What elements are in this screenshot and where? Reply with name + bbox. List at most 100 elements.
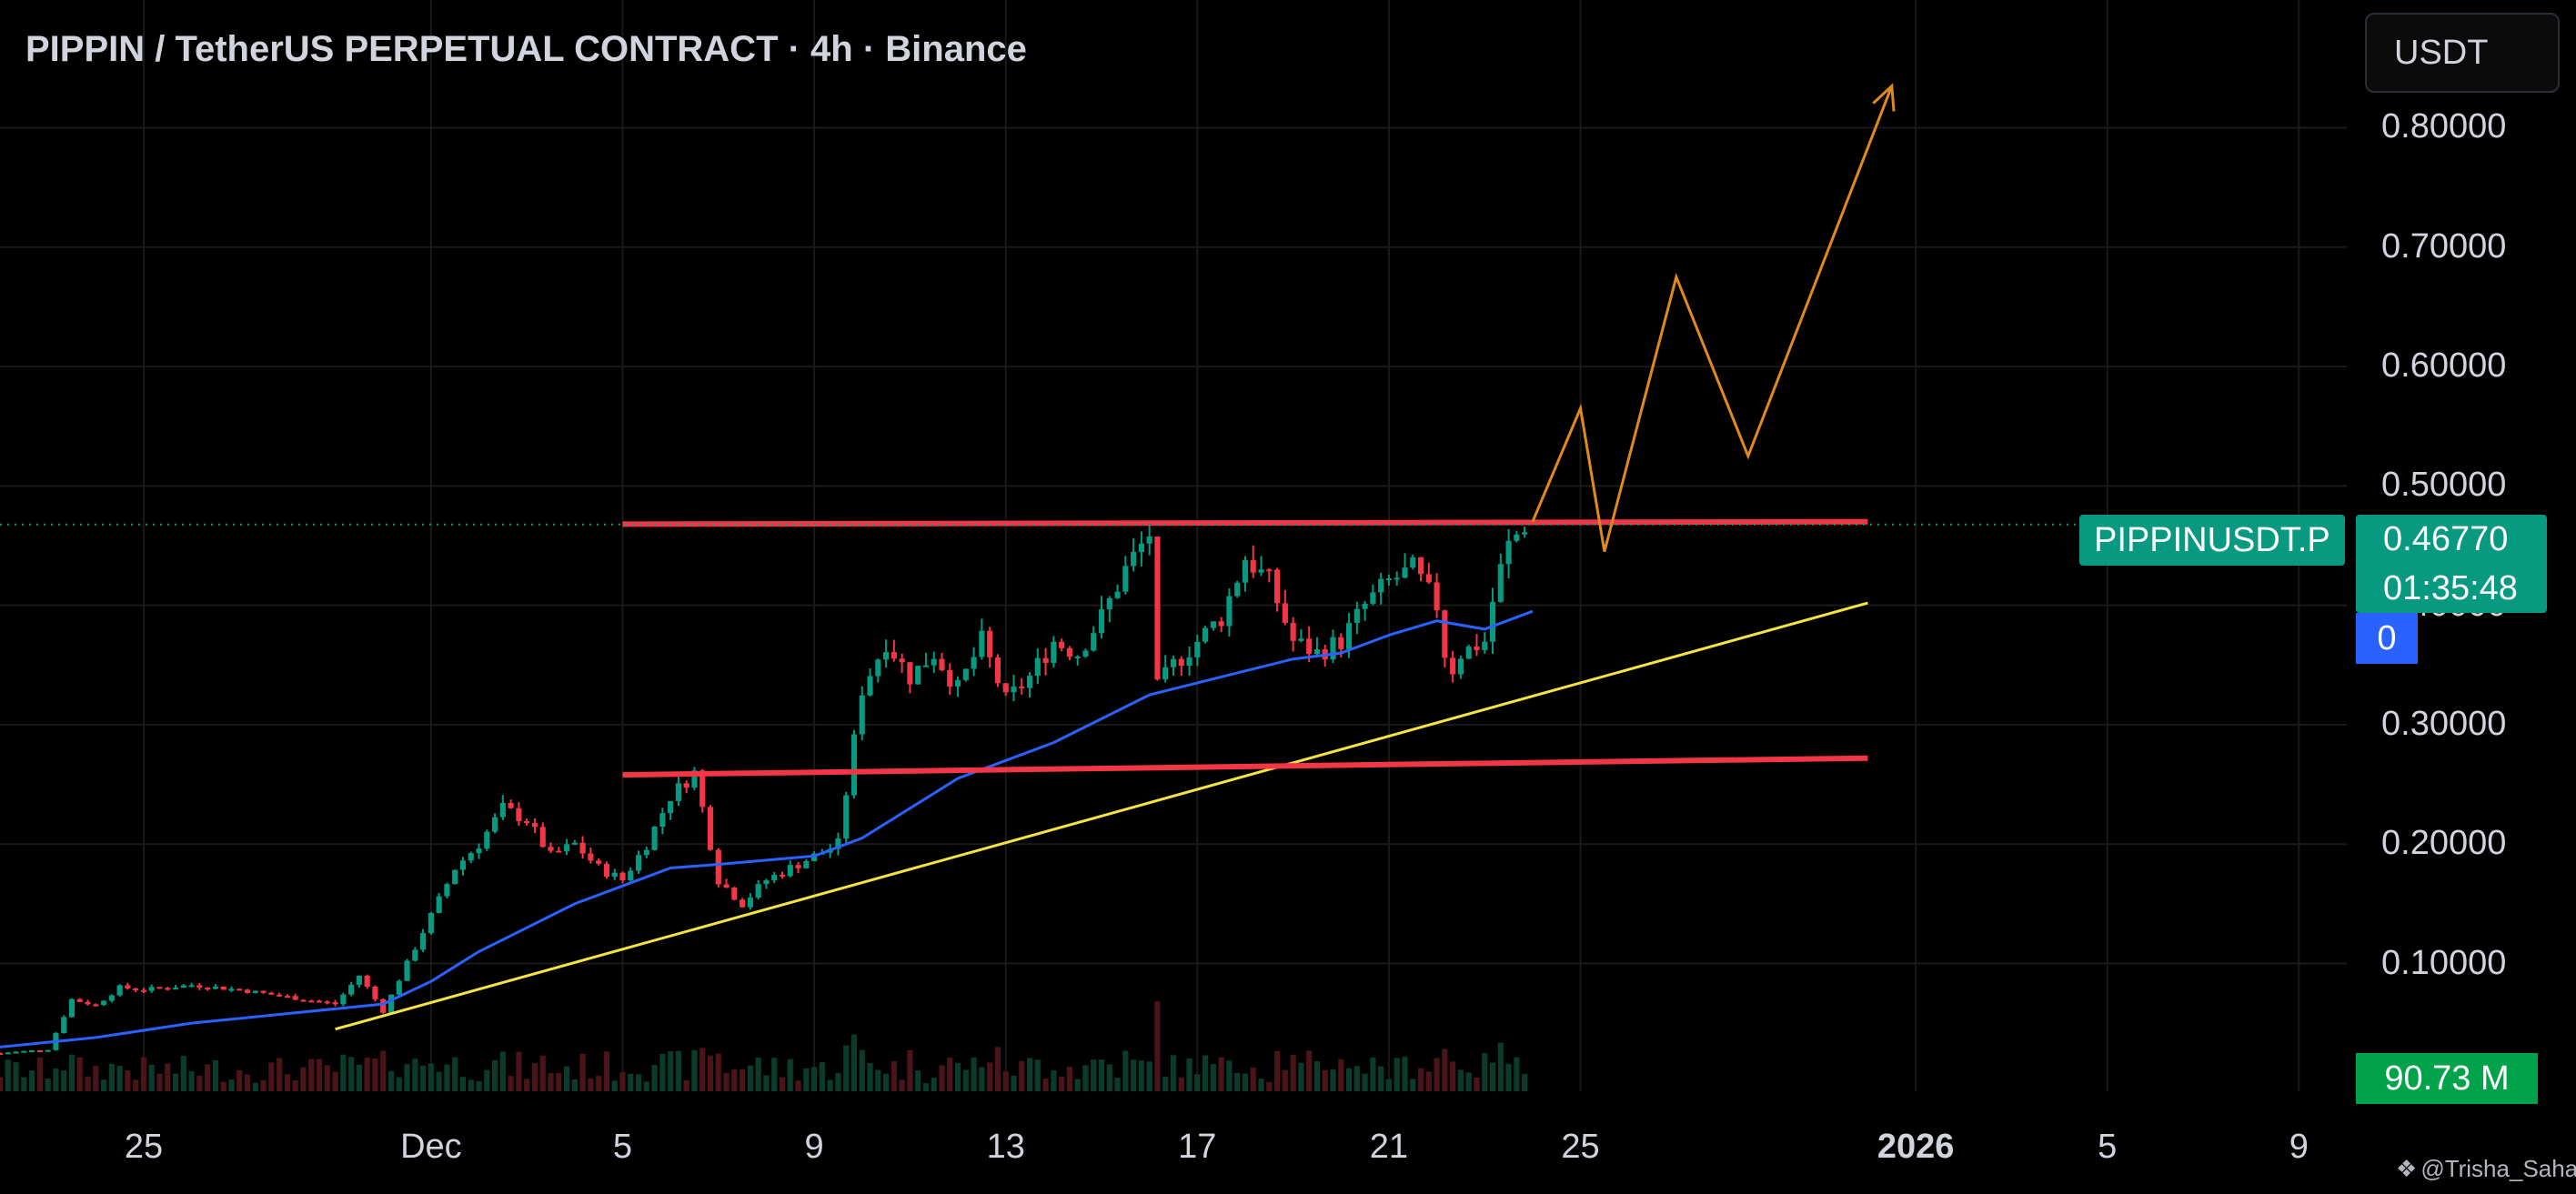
candle-body [1091, 633, 1097, 651]
candle-body [875, 659, 881, 677]
candle-body [387, 994, 395, 1013]
volume-bar [1019, 1060, 1025, 1091]
candle-body [1353, 608, 1360, 624]
candle-body [1514, 534, 1520, 541]
currency-selector-button[interactable]: USDT [2365, 13, 2560, 93]
volume-bar [1442, 1049, 1448, 1091]
candle-body [284, 996, 290, 998]
candle-body [859, 695, 865, 735]
candle-body [1202, 627, 1209, 642]
volume-bar [516, 1051, 522, 1091]
candle-body [1274, 569, 1281, 604]
candle-body [1457, 658, 1464, 675]
candle-body [1417, 557, 1424, 575]
candle-body [140, 989, 147, 992]
time-tick-label: 2026 [1877, 1128, 1955, 1166]
volume-bar [1370, 1057, 1376, 1091]
candle-body [1298, 638, 1304, 641]
candle-body [747, 898, 753, 908]
volume-bar [1218, 1057, 1224, 1091]
volume-bar [994, 1047, 1001, 1091]
candle-body [85, 1001, 91, 1005]
price-tick-label: 0.30000 [2381, 704, 2507, 743]
candle-body [635, 855, 642, 871]
tradingview-logo-icon: ❖ [2396, 1155, 2418, 1182]
candle-body [867, 676, 873, 696]
candle-body [380, 998, 387, 1013]
time-tick-label: 17 [1178, 1128, 1217, 1166]
candle-body [1402, 567, 1408, 578]
candle-body [787, 865, 793, 877]
moving-average-line [0, 609, 1534, 1049]
volume-bar [1514, 1057, 1520, 1091]
candle-body [244, 989, 251, 993]
volume-bar [803, 1068, 810, 1091]
volume-bar [300, 1067, 307, 1091]
candle-body [619, 872, 626, 881]
volume-bar [891, 1061, 897, 1091]
candle-body [1442, 610, 1448, 658]
volume-bar [1051, 1069, 1057, 1091]
volume-bar [140, 1057, 147, 1091]
volume-bar [635, 1074, 642, 1091]
candle-body [1482, 641, 1488, 650]
candle-body [707, 807, 714, 850]
candle-body [931, 658, 937, 666]
volume-bar [1011, 1075, 1017, 1091]
volume-bar [1306, 1050, 1313, 1091]
candle-body [779, 874, 786, 877]
volume-bar [1154, 1001, 1161, 1091]
volume-bar [883, 1073, 890, 1091]
candle-body [1250, 560, 1256, 573]
volume-badge: 90.73 M [2356, 1053, 2538, 1104]
candle-body [0, 1052, 4, 1055]
candle-body [1505, 540, 1512, 565]
candle-body [76, 998, 83, 1002]
volume-bar [835, 1072, 841, 1091]
volume-bar [1362, 1073, 1368, 1091]
time-tick-label: 25 [124, 1128, 164, 1166]
candle-body [300, 999, 307, 1002]
volume-bar [531, 1062, 538, 1091]
candle-body [1450, 657, 1456, 675]
candle-body [436, 896, 442, 913]
volume-bar [1091, 1059, 1097, 1091]
volume-bar [1258, 1079, 1264, 1091]
candle-body [915, 666, 921, 685]
volume-bar [436, 1071, 442, 1091]
volume-bar [603, 1051, 610, 1091]
candle-body [1266, 569, 1273, 572]
candle-body [699, 770, 706, 808]
volume-bar [548, 1072, 554, 1091]
candle-body [954, 679, 961, 687]
volume-bar [212, 1059, 219, 1091]
candle-body [603, 863, 610, 878]
volume-bar [659, 1053, 666, 1091]
volume-bar [332, 1071, 338, 1091]
volume-bar [268, 1062, 275, 1091]
candle-body [1034, 657, 1041, 677]
candle-body [364, 976, 370, 987]
volume-bar [763, 1075, 770, 1091]
volume-bar [499, 1051, 506, 1091]
time-tick-label: 5 [2098, 1128, 2118, 1166]
candle-body [1011, 686, 1017, 693]
candle-body [133, 988, 139, 990]
volume-bar [619, 1071, 626, 1091]
volume-bar [1474, 1077, 1480, 1091]
volume-bar [1394, 1058, 1400, 1091]
candle-body [891, 652, 897, 659]
time-tick-label: 25 [1561, 1128, 1600, 1166]
volume-bar [21, 1077, 27, 1091]
candle-body [372, 986, 378, 999]
candle-body [1059, 641, 1065, 648]
candle-body [156, 987, 163, 989]
volume-bar [571, 1079, 578, 1091]
volume-bar [1489, 1062, 1496, 1091]
candle-body [1082, 650, 1089, 657]
candle-body [1186, 657, 1192, 666]
candle-body [1002, 683, 1009, 693]
candle-body [1066, 647, 1072, 657]
volume-bar [1274, 1050, 1281, 1091]
